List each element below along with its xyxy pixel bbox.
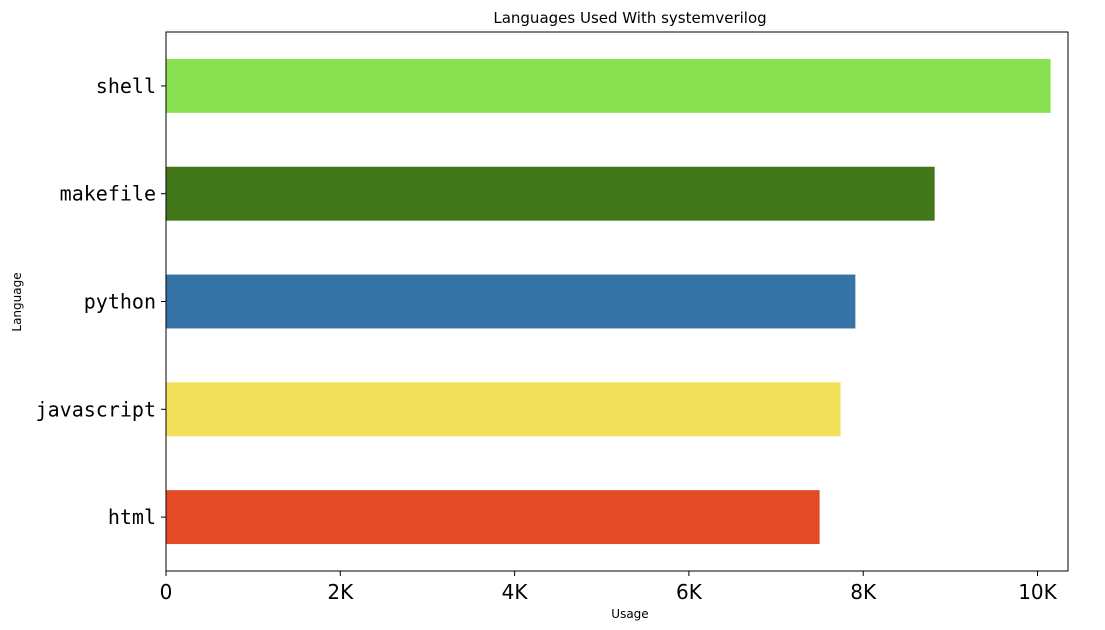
y-tick-label-javascript: javascript (36, 397, 156, 421)
bar-python (166, 274, 856, 329)
x-tick-label-0: 0 (160, 580, 173, 604)
bar-makefile (166, 166, 935, 221)
x-tick-label-2K: 2K (327, 580, 354, 604)
x-ticks-group: 0 2K 4K 6K 8K 10K (160, 571, 1058, 604)
y-tick-label-makefile: makefile (60, 182, 156, 206)
bar-shell (166, 58, 1051, 113)
y-tick-label-python: python (84, 290, 156, 314)
chart-title: Languages Used With systemverilog (493, 9, 766, 27)
y-tick-label-html: html (108, 505, 156, 529)
x-tick-label-10K: 10K (1018, 580, 1057, 604)
bars-group (166, 58, 1051, 545)
x-tick-label-6K: 6K (676, 580, 703, 604)
y-ticks-group: shell makefile python javascript html (36, 74, 166, 529)
bar-javascript (166, 382, 841, 437)
x-tick-label-4K: 4K (502, 580, 529, 604)
bar-html (166, 490, 820, 545)
x-axis-title: Usage (611, 607, 648, 621)
x-tick-label-8K: 8K (850, 580, 877, 604)
y-tick-label-shell: shell (96, 74, 156, 98)
plot-frame (165, 31, 1069, 572)
y-axis-title: Language (10, 272, 24, 331)
